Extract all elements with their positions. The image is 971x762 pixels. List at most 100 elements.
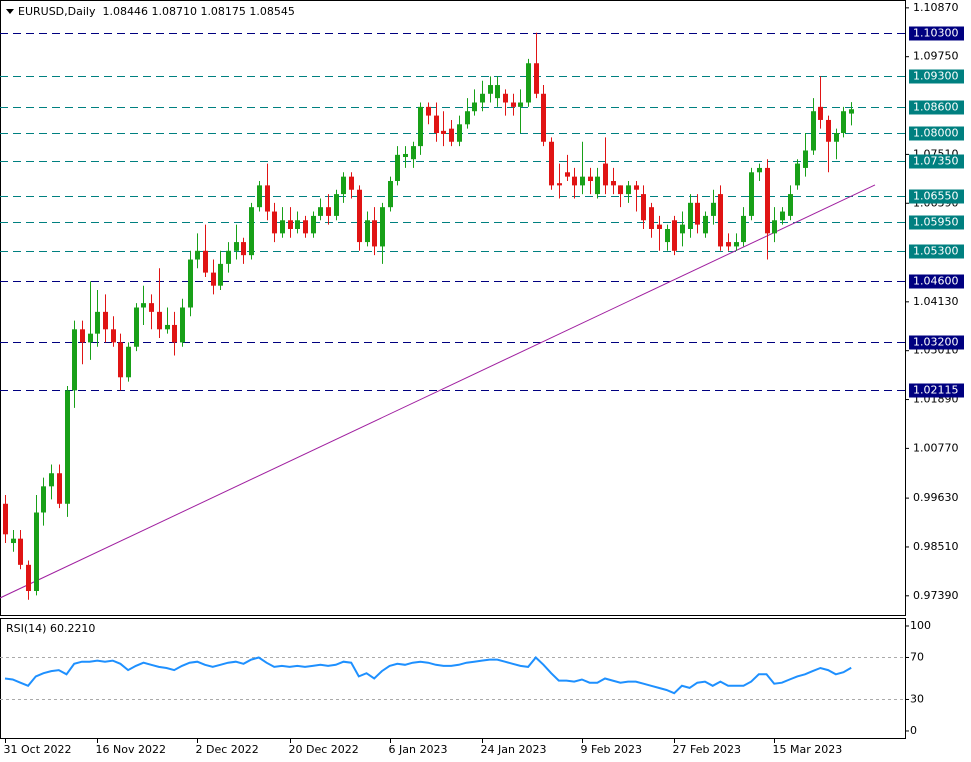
level-label: 1.10300 — [913, 27, 959, 40]
candle-body — [226, 250, 231, 264]
candle-body — [803, 150, 808, 168]
candle-body — [426, 106, 431, 116]
candle-body — [80, 329, 85, 343]
candle-body — [657, 224, 662, 229]
candle-body — [780, 211, 785, 221]
level-label: 1.09300 — [913, 70, 959, 83]
candle-body — [111, 329, 116, 343]
candle-body — [757, 167, 762, 173]
candle-body — [41, 486, 46, 513]
candle-body — [441, 130, 446, 134]
candle-body — [272, 211, 277, 234]
candle-body — [211, 272, 216, 286]
y-tick-label: 1.09750 — [913, 50, 959, 63]
candle-body — [518, 102, 523, 107]
candle-body — [49, 473, 54, 487]
candle-body — [165, 324, 170, 330]
candle-body — [603, 163, 608, 186]
x-tick-label: 24 Jan 2023 — [481, 743, 547, 756]
level-label-box — [909, 26, 964, 41]
level-label-box — [909, 244, 964, 259]
candle-body — [503, 93, 508, 103]
candle-body — [88, 333, 93, 343]
candle-body — [680, 224, 685, 234]
level-label: 1.08000 — [913, 127, 959, 140]
candle-body — [472, 102, 477, 112]
candle-body — [457, 124, 462, 142]
candle-body — [195, 250, 200, 260]
y-tick-label: 0.98510 — [913, 540, 959, 553]
candle-body — [741, 215, 746, 243]
candle-body — [534, 63, 539, 94]
x-tick-label: 31 Oct 2022 — [4, 743, 72, 756]
candle-body — [826, 119, 831, 142]
candle-body — [34, 512, 39, 592]
candle-body — [372, 220, 377, 247]
y-tick-label: 0.97390 — [913, 589, 959, 602]
candle-body — [511, 102, 516, 107]
y-tick-label: 1.10870 — [913, 1, 959, 14]
candle-body — [465, 111, 470, 125]
candle-body — [611, 181, 616, 186]
candle-body — [349, 176, 354, 190]
candle-body — [749, 172, 754, 216]
candle-body — [411, 146, 416, 160]
candle-body — [172, 324, 177, 343]
candle-body — [772, 220, 777, 234]
rsi-frame — [0, 618, 906, 739]
candle-body — [326, 207, 331, 216]
candle-body — [3, 503, 8, 535]
y-tick-label: 1.04130 — [913, 295, 959, 308]
candle-body — [265, 185, 270, 212]
candle-body — [480, 93, 485, 103]
level-label: 1.04600 — [913, 275, 959, 288]
candle-body — [811, 111, 816, 151]
candle-body — [11, 538, 16, 544]
candle-body — [157, 311, 162, 330]
x-tick-label: 27 Feb 2023 — [673, 743, 741, 756]
x-tick-label: 9 Feb 2023 — [581, 743, 642, 756]
candle-body — [718, 194, 723, 247]
candle-body — [403, 153, 408, 158]
rsi-y-tick-label: 0 — [910, 724, 917, 737]
candle-body — [280, 220, 285, 234]
y-tick-label: 1.00770 — [913, 441, 959, 454]
candle-body — [234, 242, 239, 251]
candle-body — [580, 176, 585, 186]
level-label: 1.05950 — [913, 216, 959, 229]
rsi-y-tick-label: 70 — [910, 650, 924, 663]
candle-body — [365, 220, 370, 243]
candle-body — [57, 473, 62, 504]
x-tick-label: 20 Dec 2022 — [289, 743, 359, 756]
level-label-box — [909, 274, 964, 289]
candle-body — [549, 141, 554, 186]
candle-body — [734, 242, 739, 247]
candle-body — [588, 176, 593, 182]
candle-body — [149, 303, 154, 312]
candle-body — [141, 303, 146, 308]
level-label-box — [909, 100, 964, 115]
candle-body — [595, 176, 600, 195]
candle-body — [126, 346, 131, 378]
candle-body — [711, 202, 716, 216]
menu-arrow — [6, 9, 14, 14]
x-tick-label: 6 Jan 2023 — [389, 743, 448, 756]
candle-body — [357, 189, 362, 243]
candle-body — [572, 176, 577, 186]
level-label: 1.02115 — [913, 384, 959, 397]
candle-body — [95, 311, 100, 334]
y-tick-label: 0.99630 — [913, 491, 959, 504]
level-label-box — [909, 126, 964, 141]
candle-body — [795, 163, 800, 186]
candle-body — [726, 242, 731, 247]
candle-body — [665, 228, 670, 243]
candle-body — [557, 183, 562, 186]
candle-body — [18, 538, 23, 565]
candle-body — [249, 207, 254, 256]
candle-body — [841, 111, 846, 134]
candle-body — [303, 220, 308, 234]
candle-body — [26, 564, 31, 592]
candle-body — [849, 109, 854, 114]
